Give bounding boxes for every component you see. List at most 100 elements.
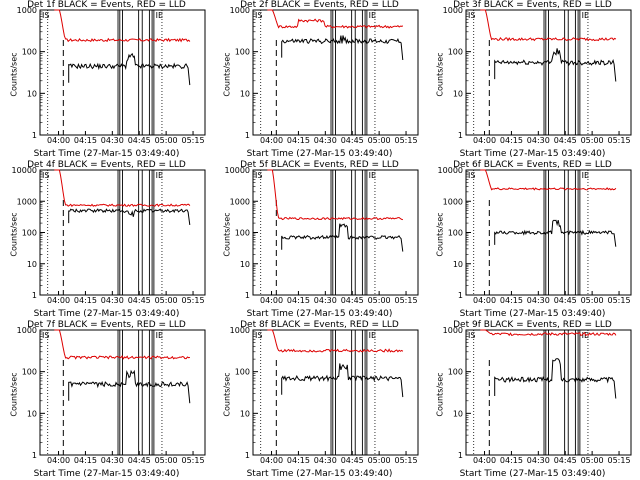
x-tick-label: 04:15 xyxy=(287,136,310,145)
y-tick-label: 100 xyxy=(22,229,37,238)
events-series-line xyxy=(68,369,191,404)
x-tick-label: 04:00 xyxy=(473,296,496,305)
events-series-line xyxy=(494,358,617,399)
x-tick-label: 04:45 xyxy=(341,456,364,465)
events-series-line xyxy=(68,52,191,86)
x-tick-label: 05:00 xyxy=(581,136,604,145)
x-tick-label: 04:45 xyxy=(554,456,577,465)
is-marker-label: IS xyxy=(255,171,262,180)
x-tick-label: 04:45 xyxy=(341,296,364,305)
x-tick-label: 04:30 xyxy=(314,136,337,145)
x-tick-label: 04:00 xyxy=(260,136,283,145)
x-tick-label: 05:15 xyxy=(608,456,631,465)
y-tick-label: 100 xyxy=(235,48,250,57)
x-tick-label: 04:15 xyxy=(500,136,523,145)
y-tick-label: 1000 xyxy=(230,326,250,335)
x-tick-label: 04:45 xyxy=(128,296,151,305)
panel-title: Det 8f BLACK = Events, RED = LLD xyxy=(240,320,399,330)
x-tick-label: 04:15 xyxy=(500,456,523,465)
is-marker-label: IS xyxy=(468,11,475,20)
y-tick-label: 1000 xyxy=(443,197,463,206)
y-tick-label: 1000 xyxy=(17,326,37,335)
plot-svg: 1 10 100 1000 04:00 04:15 04:30 04:45 05:00 05:15… xyxy=(443,6,632,145)
plot-svg: 1 10 100 1000 10000 04:00 04:15 04:30 04:45 05:00… xyxy=(438,166,632,305)
y-tick-label: 1 xyxy=(245,131,250,140)
plot-svg: 1 10 100 1000 04:00 04:15 04:30 04:45 05:00 05:15… xyxy=(443,326,632,465)
y-tick-label: 10 xyxy=(453,260,463,269)
is-marker-label: IS xyxy=(255,331,262,340)
y-tick-label: 100 xyxy=(22,48,37,57)
x-tick-label: 05:15 xyxy=(395,136,418,145)
plot-svg: 1 10 100 1000 04:00 04:15 04:30 04:45 05:00 05:15… xyxy=(230,326,419,465)
x-tick-label: 05:00 xyxy=(155,296,178,305)
detector-panel: Det 1f BLACK = Events, RED = LLD Start Ti… xyxy=(0,0,213,160)
x-tick-label: 05:15 xyxy=(182,136,205,145)
x-axis-label: Start Time (27-Mar-15 03:49:40) xyxy=(33,469,180,479)
y-tick-label: 1000 xyxy=(443,326,463,335)
x-tick-label: 04:00 xyxy=(47,456,70,465)
ie-marker-label: IE xyxy=(369,171,376,180)
lld-series-line xyxy=(267,169,403,221)
x-tick-label: 04:30 xyxy=(314,296,337,305)
x-tick-label: 04:30 xyxy=(101,136,124,145)
y-tick-label: 10000 xyxy=(438,166,463,175)
y-tick-label: 1 xyxy=(32,291,37,300)
y-tick-label: 100 xyxy=(235,368,250,377)
y-tick-label: 1000 xyxy=(17,6,37,15)
y-tick-label: 1000 xyxy=(443,6,463,15)
x-tick-label: 04:45 xyxy=(554,296,577,305)
x-axis-label: Start Time (27-Mar-15 03:49:40) xyxy=(459,469,606,479)
panel-title: Det 3f BLACK = Events, RED = LLD xyxy=(453,0,612,10)
y-tick-label: 1000 xyxy=(17,197,37,206)
lld-series-line xyxy=(267,329,404,353)
detector-panel: Det 3f BLACK = Events, RED = LLD Start Ti… xyxy=(426,0,639,160)
is-marker-label: IS xyxy=(468,171,475,180)
detector-panel: Det 6f BLACK = Events, RED = LLD Start Ti… xyxy=(426,160,639,320)
x-axis-label: Start Time (27-Mar-15 03:49:40) xyxy=(246,149,393,159)
x-tick-label: 04:00 xyxy=(260,456,283,465)
y-tick-label: 1 xyxy=(458,131,463,140)
x-tick-label: 04:30 xyxy=(101,456,124,465)
y-tick-label: 10 xyxy=(240,260,250,269)
lld-series-line xyxy=(480,169,617,191)
lld-series-line xyxy=(54,169,191,208)
x-tick-label: 05:15 xyxy=(182,456,205,465)
y-tick-label: 100 xyxy=(448,368,463,377)
x-tick-label: 04:30 xyxy=(527,136,550,145)
panel-title: Det 1f BLACK = Events, RED = LLD xyxy=(27,0,186,10)
events-series-line xyxy=(281,363,404,398)
plot-svg: 1 10 100 1000 10000 04:00 04:15 04:30 04:45 05:00… xyxy=(12,166,206,305)
x-tick-label: 04:45 xyxy=(554,136,577,145)
y-tick-label: 10 xyxy=(27,260,37,269)
y-tick-label: 1 xyxy=(458,291,463,300)
x-tick-label: 05:00 xyxy=(155,136,178,145)
x-axis-label: Start Time (27-Mar-15 03:49:40) xyxy=(459,149,606,159)
x-tick-label: 05:00 xyxy=(581,456,604,465)
x-tick-label: 04:00 xyxy=(473,456,496,465)
x-tick-label: 05:00 xyxy=(368,456,391,465)
panel-title: Det 7f BLACK = Events, RED = LLD xyxy=(27,320,186,330)
x-tick-label: 05:15 xyxy=(395,296,418,305)
x-tick-label: 05:15 xyxy=(608,136,631,145)
x-tick-label: 05:15 xyxy=(395,456,418,465)
x-tick-label: 04:15 xyxy=(74,296,97,305)
x-tick-label: 04:45 xyxy=(128,456,151,465)
x-tick-label: 05:00 xyxy=(155,456,178,465)
y-tick-label: 10 xyxy=(27,409,37,418)
y-tick-label: 10 xyxy=(27,89,37,98)
plot-svg: 1 10 100 1000 04:00 04:15 04:30 04:45 05:00 05:15… xyxy=(17,326,206,465)
y-tick-label: 10000 xyxy=(225,166,250,175)
x-axis-label: Start Time (27-Mar-15 03:49:40) xyxy=(246,309,393,319)
events-series-line xyxy=(281,35,404,61)
ie-marker-label: IE xyxy=(369,11,376,20)
x-tick-label: 04:00 xyxy=(473,136,496,145)
x-tick-label: 04:45 xyxy=(128,136,151,145)
lld-series-line xyxy=(54,9,191,43)
x-tick-label: 04:00 xyxy=(47,136,70,145)
panel-title: Det 4f BLACK = Events, RED = LLD xyxy=(27,160,186,170)
lld-series-line xyxy=(267,9,404,29)
x-tick-label: 04:15 xyxy=(74,136,97,145)
y-tick-label: 10 xyxy=(453,409,463,418)
x-tick-label: 04:15 xyxy=(287,296,310,305)
y-tick-label: 100 xyxy=(448,48,463,57)
